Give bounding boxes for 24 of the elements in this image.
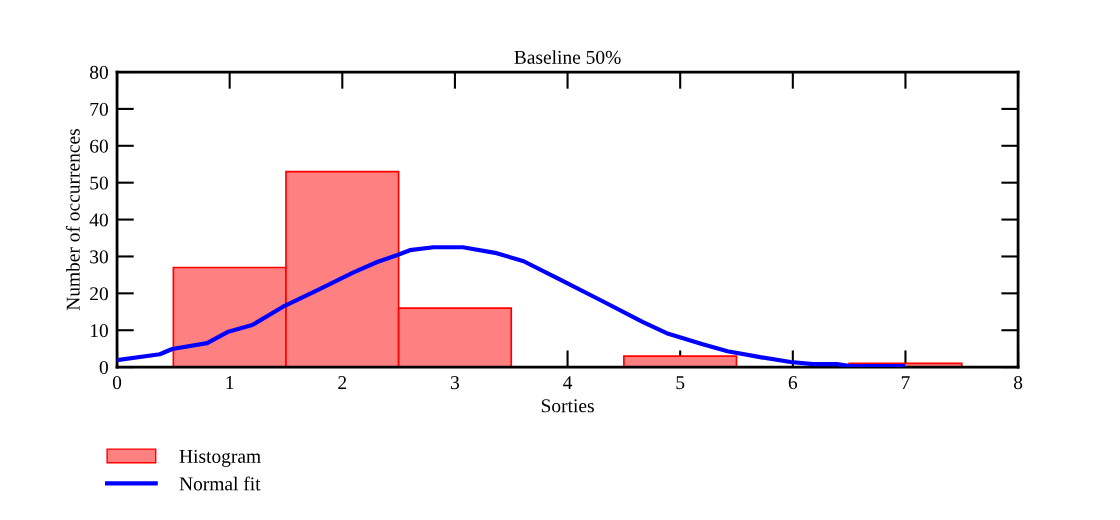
y-tick-label: 30: [90, 250, 108, 264]
y-tick-label: 70: [90, 102, 108, 116]
legend-label: Normal fit: [179, 476, 261, 491]
y-tick-label: 50: [90, 176, 108, 190]
y-tick-label: 60: [90, 139, 108, 153]
x-axis-title: Sorties: [541, 399, 594, 413]
x-tick-label: 4: [563, 376, 573, 389]
x-tick-label: 2: [338, 376, 347, 389]
y-tick-label: 80: [90, 65, 108, 79]
legend-label: Histogram: [179, 449, 261, 467]
y-tick-label: 20: [90, 287, 108, 301]
y-tick-label: 40: [89, 213, 108, 227]
x-tick-label: 7: [901, 376, 910, 389]
chart-title: Baseline 50%: [514, 50, 621, 64]
x-tick-label: 0: [112, 376, 122, 390]
x-tick-label: 5: [676, 376, 685, 390]
y-tick-label: 10: [90, 324, 108, 338]
y-tick-label: 0: [99, 360, 108, 375]
y-axis-title: Number of occurrences: [65, 129, 80, 311]
line-series: [117, 245, 906, 368]
x-tick-label: 1: [226, 376, 234, 389]
x-tick-label: 3: [451, 376, 460, 390]
x-tick-label: 6: [788, 376, 798, 390]
x-tick-label: 8: [1013, 376, 1023, 390]
